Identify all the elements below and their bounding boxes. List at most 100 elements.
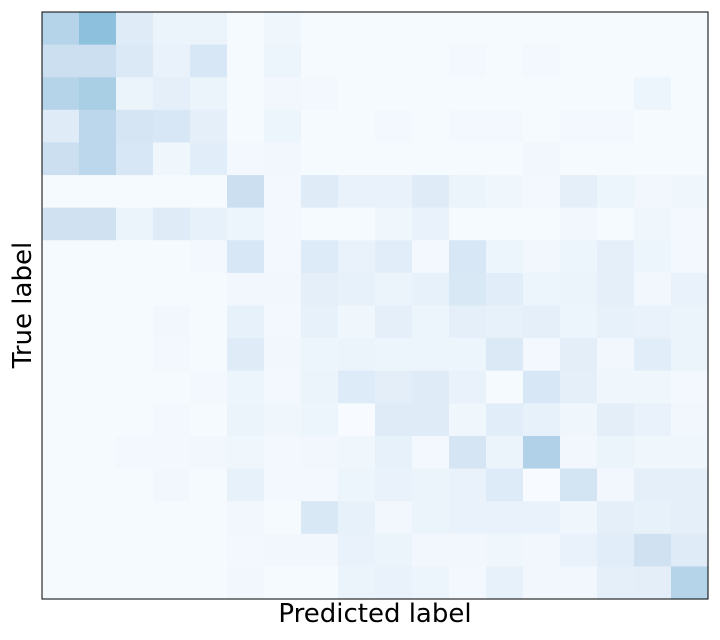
- heatmap-cell: [486, 305, 524, 339]
- heatmap-cell: [264, 77, 302, 111]
- heatmap-cell: [190, 44, 228, 78]
- heatmap-cell: [116, 338, 154, 372]
- heatmap-cell: [634, 207, 672, 241]
- heatmap-cell: [116, 468, 154, 502]
- heatmap-cell: [79, 12, 117, 46]
- heatmap-cell: [338, 240, 376, 274]
- heatmap-cell: [227, 305, 265, 339]
- heatmap-cell: [560, 240, 598, 274]
- heatmap-cell: [42, 533, 80, 567]
- heatmap-cell: [560, 12, 598, 46]
- heatmap-cell: [42, 468, 80, 502]
- heatmap-cell: [486, 207, 524, 241]
- heatmap-cell: [190, 272, 228, 307]
- heatmap-cell: [523, 370, 561, 404]
- heatmap-cell: [301, 240, 339, 274]
- heatmap-cell: [79, 77, 117, 111]
- heatmap-cell: [79, 468, 117, 502]
- heatmap-cell: [116, 175, 154, 209]
- heatmap-cell: [449, 240, 487, 274]
- heatmap-cell: [264, 12, 302, 46]
- heatmap-cell: [190, 566, 228, 600]
- heatmap-cell: [42, 12, 80, 46]
- heatmap-cell: [42, 403, 80, 437]
- heatmap-cell: [190, 370, 228, 404]
- heatmap-cell: [153, 142, 191, 176]
- heatmap-cell: [375, 272, 413, 307]
- heatmap-cell: [338, 435, 376, 470]
- heatmap-cell: [671, 403, 709, 437]
- heatmap-cell: [42, 338, 80, 372]
- heatmap-cell: [412, 44, 450, 78]
- heatmap-cell: [227, 533, 265, 567]
- heatmap-cell: [264, 272, 302, 307]
- heatmap-cell: [42, 501, 80, 535]
- heatmap-cell: [412, 338, 450, 372]
- heatmap-cell: [412, 175, 450, 209]
- heatmap-cell: [375, 175, 413, 209]
- heatmap-cell: [634, 403, 672, 437]
- heatmap-cell: [79, 403, 117, 437]
- heatmap-cell: [79, 533, 117, 567]
- heatmap-cell: [301, 207, 339, 241]
- heatmap-cell: [634, 533, 672, 567]
- heatmap-cell: [227, 12, 265, 46]
- heatmap-cell: [190, 403, 228, 437]
- heatmap-cell: [301, 44, 339, 78]
- heatmap-cell: [227, 142, 265, 176]
- heatmap-cell: [671, 12, 709, 46]
- heatmap-cell: [523, 142, 561, 176]
- heatmap-cell: [523, 272, 561, 307]
- heatmap-cell: [449, 272, 487, 307]
- heatmap-cell: [634, 468, 672, 502]
- heatmap-cell: [523, 77, 561, 111]
- heatmap-cell: [301, 566, 339, 600]
- heatmap-cell: [153, 109, 191, 144]
- heatmap-cell: [264, 44, 302, 78]
- heatmap-cell: [597, 533, 635, 567]
- heatmap-cell: [116, 44, 154, 78]
- heatmap-cell: [412, 566, 450, 600]
- heatmap-cell: [523, 240, 561, 274]
- heatmap-cell: [264, 403, 302, 437]
- heatmap-cell: [523, 338, 561, 372]
- heatmap-cell: [486, 175, 524, 209]
- heatmap-cell: [412, 403, 450, 437]
- heatmap-cell: [449, 77, 487, 111]
- heatmap-cell: [338, 109, 376, 144]
- heatmap-cell: [597, 305, 635, 339]
- heatmap-cell: [634, 435, 672, 470]
- heatmap-cell: [264, 240, 302, 274]
- heatmap-cell: [412, 305, 450, 339]
- heatmap-cell: [671, 272, 709, 307]
- heatmap-cell: [449, 109, 487, 144]
- heatmap-cell: [42, 305, 80, 339]
- heatmap-cell: [190, 338, 228, 372]
- heatmap-cell: [671, 109, 709, 144]
- heatmap-cell: [486, 370, 524, 404]
- heatmap-cell: [412, 468, 450, 502]
- heatmap-cell: [597, 468, 635, 502]
- heatmap-cell: [560, 142, 598, 176]
- heatmap-cell: [153, 370, 191, 404]
- heatmap-cell: [486, 403, 524, 437]
- heatmap-cell: [671, 44, 709, 78]
- heatmap-cell: [375, 142, 413, 176]
- heatmap-cell: [116, 501, 154, 535]
- heatmap-cell: [375, 77, 413, 111]
- heatmap-cell: [227, 175, 265, 209]
- heatmap-cell: [338, 370, 376, 404]
- heatmap-cell: [338, 44, 376, 78]
- heatmap-cell: [634, 44, 672, 78]
- heatmap-cell: [42, 175, 80, 209]
- heatmap-cell: [449, 370, 487, 404]
- heatmap-cell: [227, 403, 265, 437]
- heatmap-cell: [375, 566, 413, 600]
- heatmap-cell: [671, 207, 709, 241]
- heatmap-cell: [264, 305, 302, 339]
- heatmap-cell: [338, 175, 376, 209]
- heatmap-cell: [153, 240, 191, 274]
- heatmap-cell: [227, 77, 265, 111]
- heatmap-cell: [116, 109, 154, 144]
- heatmap-cell: [671, 533, 709, 567]
